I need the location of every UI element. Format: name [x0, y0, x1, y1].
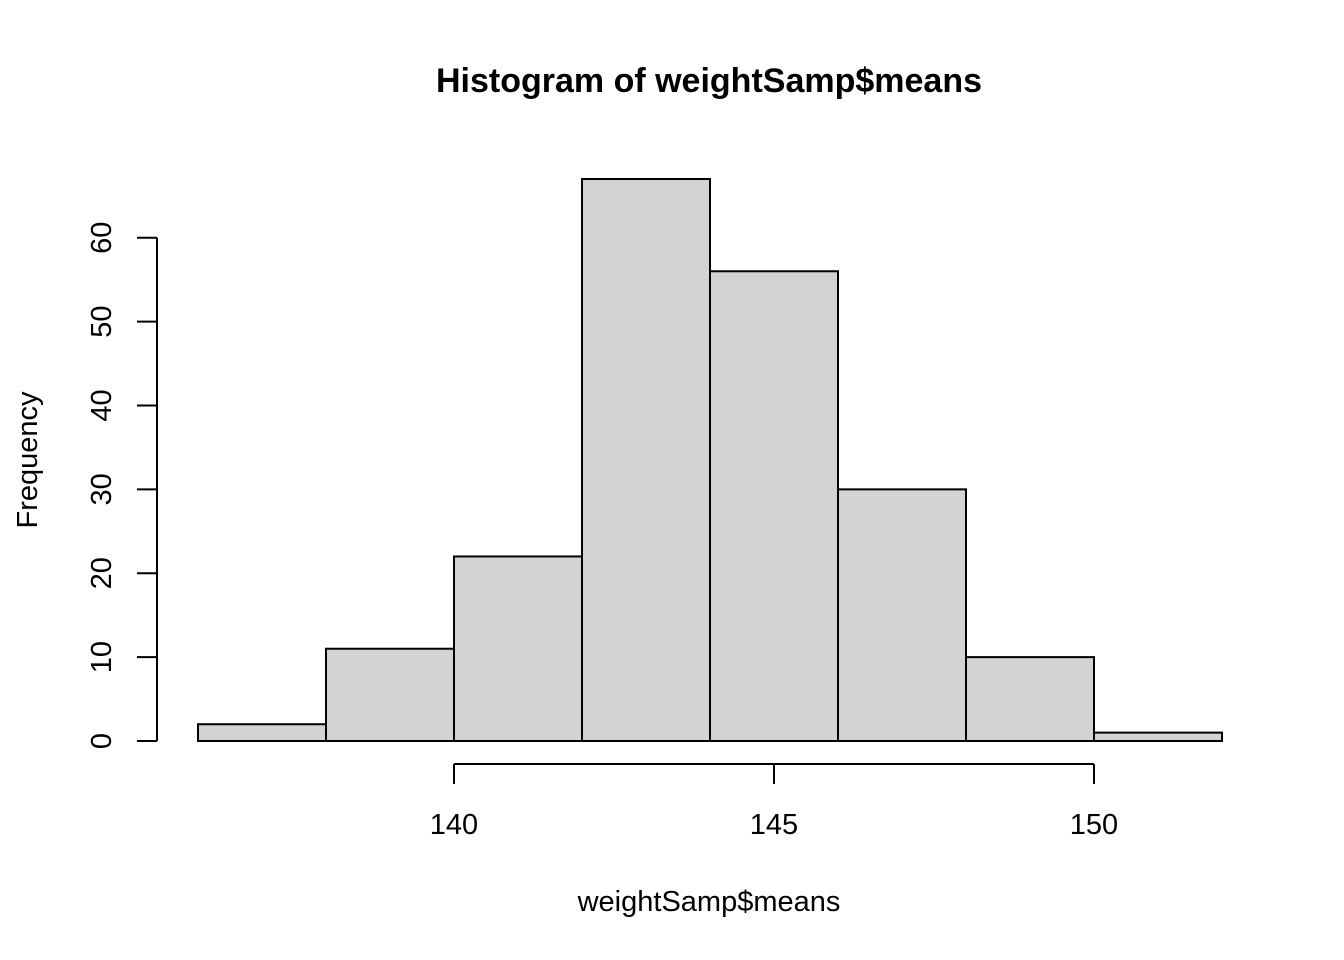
x-axis: 140 145 150 — [430, 763, 1118, 841]
bars-group — [197, 178, 1223, 743]
y-tick-label-3: 30 — [86, 473, 118, 505]
y-axis-label: Frequency — [12, 391, 44, 529]
x-tick-label-0: 140 — [430, 809, 478, 841]
histogram-bar-5 — [837, 488, 967, 742]
histogram-bar-1 — [325, 647, 455, 742]
y-tick-label-4: 40 — [86, 389, 118, 421]
histogram-bar-7 — [1093, 731, 1223, 742]
x-tick-label-1: 145 — [750, 809, 798, 841]
y-tick-label-2: 20 — [86, 557, 118, 589]
y-tick-label-0: 0 — [86, 733, 118, 749]
x-axis-label: weightSamp$means — [577, 886, 841, 918]
histogram-bar-3 — [581, 178, 711, 742]
chart-title: Histogram of weightSamp$means — [436, 62, 982, 100]
y-tick-label-1: 10 — [86, 641, 118, 673]
histogram-bar-2 — [453, 555, 583, 743]
histogram-bar-4 — [709, 270, 839, 742]
y-tick-label-6: 60 — [86, 222, 118, 254]
y-tick-label-5: 50 — [86, 305, 118, 337]
x-tick-label-2: 150 — [1070, 809, 1118, 841]
histogram-bar-6 — [965, 656, 1095, 742]
y-axis: 0 10 20 30 40 50 60 — [86, 222, 158, 749]
histogram-bar-0 — [197, 723, 327, 742]
